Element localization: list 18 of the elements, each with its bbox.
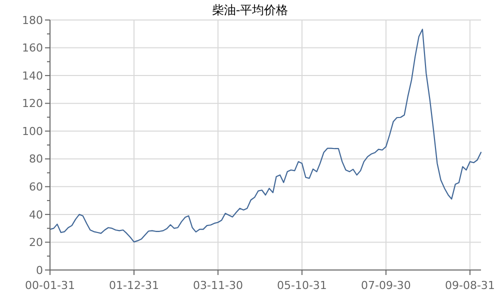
y-tick-label: 0 xyxy=(36,264,43,277)
y-tick-label: 40 xyxy=(29,208,43,222)
y-tick-label: 100 xyxy=(22,124,43,138)
y-tick-label: 160 xyxy=(22,42,43,55)
y-tick-label: 180 xyxy=(22,14,43,27)
y-tick-label: 140 xyxy=(22,69,43,82)
x-tick-label: 03-11-30 xyxy=(193,279,243,292)
line-series xyxy=(49,28,482,242)
y-tick-label: 120 xyxy=(22,97,43,110)
chart-title: 柴油-平均价格 xyxy=(212,3,288,17)
x-tick-label: 00-01-31 xyxy=(25,279,75,292)
y-tick-label: 60 xyxy=(29,180,43,194)
x-tick-label: 09-08-31 xyxy=(444,279,495,292)
x-tick-label: 05-10-31 xyxy=(277,279,327,292)
y-tick-label: 20 xyxy=(29,236,43,250)
x-tick-label: 07-09-30 xyxy=(361,279,411,292)
x-tick-label: 01-12-31 xyxy=(109,279,159,292)
y-tick-label: 80 xyxy=(29,152,43,166)
